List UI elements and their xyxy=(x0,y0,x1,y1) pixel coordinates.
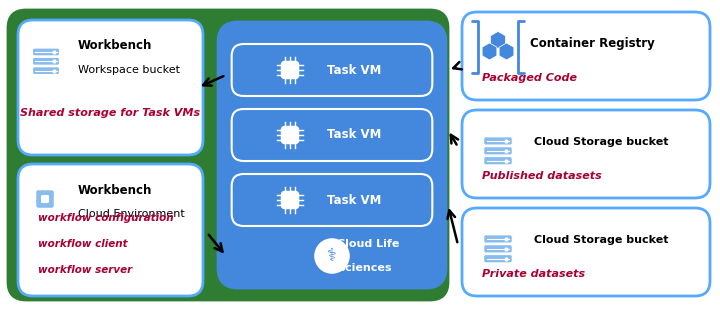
FancyBboxPatch shape xyxy=(232,44,432,96)
FancyBboxPatch shape xyxy=(286,196,294,204)
Text: Published datasets: Published datasets xyxy=(482,171,602,181)
FancyBboxPatch shape xyxy=(18,164,203,296)
Text: workflow client: workflow client xyxy=(38,239,127,249)
Text: workflow server: workflow server xyxy=(38,265,132,275)
FancyBboxPatch shape xyxy=(35,189,55,209)
Text: Workspace bucket: Workspace bucket xyxy=(78,65,180,75)
Polygon shape xyxy=(482,43,497,60)
FancyBboxPatch shape xyxy=(484,147,513,155)
FancyBboxPatch shape xyxy=(40,194,50,204)
Text: Cloud Life: Cloud Life xyxy=(337,239,400,249)
Text: Task VM: Task VM xyxy=(327,193,382,206)
Text: workflow configuration: workflow configuration xyxy=(38,213,174,223)
Circle shape xyxy=(315,239,349,273)
FancyBboxPatch shape xyxy=(282,126,298,144)
FancyBboxPatch shape xyxy=(8,10,448,300)
Text: Task VM: Task VM xyxy=(327,129,382,141)
Text: Private datasets: Private datasets xyxy=(482,269,585,279)
Text: Workbench: Workbench xyxy=(78,184,153,197)
FancyBboxPatch shape xyxy=(462,208,710,296)
FancyBboxPatch shape xyxy=(282,192,298,208)
FancyBboxPatch shape xyxy=(484,235,513,243)
FancyBboxPatch shape xyxy=(484,255,513,263)
FancyBboxPatch shape xyxy=(32,48,60,56)
FancyBboxPatch shape xyxy=(32,57,60,65)
Polygon shape xyxy=(499,43,514,60)
FancyBboxPatch shape xyxy=(232,174,432,226)
FancyBboxPatch shape xyxy=(282,62,298,78)
FancyBboxPatch shape xyxy=(484,137,513,145)
Text: Task VM: Task VM xyxy=(327,64,382,77)
Text: Container Registry: Container Registry xyxy=(530,37,654,50)
Polygon shape xyxy=(490,32,505,48)
FancyBboxPatch shape xyxy=(484,157,513,165)
Text: Sciences: Sciences xyxy=(337,263,392,273)
FancyBboxPatch shape xyxy=(462,110,710,198)
Text: Cloud Storage bucket: Cloud Storage bucket xyxy=(534,137,668,147)
FancyBboxPatch shape xyxy=(286,66,294,74)
FancyBboxPatch shape xyxy=(18,20,203,155)
FancyBboxPatch shape xyxy=(286,131,294,139)
Text: Shared storage for Task VMs: Shared storage for Task VMs xyxy=(20,108,201,118)
FancyBboxPatch shape xyxy=(232,109,432,161)
FancyBboxPatch shape xyxy=(32,67,60,75)
FancyBboxPatch shape xyxy=(484,245,513,253)
Text: Cloud Storage bucket: Cloud Storage bucket xyxy=(534,235,668,245)
Text: Cloud Environment: Cloud Environment xyxy=(78,209,185,219)
Text: ⚕: ⚕ xyxy=(327,247,337,265)
FancyBboxPatch shape xyxy=(462,12,710,100)
FancyBboxPatch shape xyxy=(218,22,446,288)
Text: Packaged Code: Packaged Code xyxy=(482,73,577,83)
Text: Workbench: Workbench xyxy=(78,39,153,52)
